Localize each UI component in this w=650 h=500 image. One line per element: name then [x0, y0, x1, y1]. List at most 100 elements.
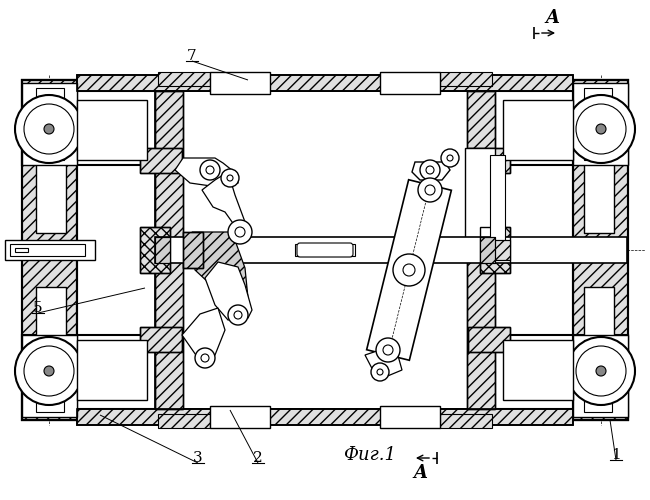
- Bar: [440, 414, 492, 428]
- Polygon shape: [175, 158, 238, 188]
- Circle shape: [221, 169, 239, 187]
- Bar: [77, 340, 147, 400]
- Bar: [140, 327, 182, 352]
- Bar: [140, 227, 170, 273]
- Bar: [468, 327, 510, 352]
- Bar: [22, 80, 77, 420]
- Polygon shape: [367, 180, 451, 360]
- Bar: [183, 232, 203, 268]
- Circle shape: [228, 305, 248, 325]
- Bar: [183, 232, 203, 268]
- Circle shape: [44, 366, 54, 376]
- Bar: [22, 80, 628, 165]
- Bar: [573, 80, 628, 420]
- Bar: [480, 237, 495, 263]
- Circle shape: [393, 254, 425, 286]
- Bar: [573, 335, 628, 417]
- Bar: [503, 340, 573, 400]
- Bar: [140, 148, 182, 173]
- Bar: [465, 148, 495, 250]
- Text: 7: 7: [187, 49, 197, 63]
- Bar: [77, 100, 147, 160]
- Circle shape: [426, 166, 434, 174]
- Bar: [77, 91, 573, 409]
- Bar: [158, 414, 210, 428]
- Bar: [77, 75, 573, 91]
- Text: A: A: [413, 464, 427, 482]
- Bar: [480, 227, 510, 273]
- Circle shape: [15, 337, 83, 405]
- Circle shape: [403, 264, 415, 276]
- Bar: [22, 83, 77, 165]
- Circle shape: [425, 185, 435, 195]
- Bar: [36, 340, 64, 412]
- Bar: [22, 80, 628, 165]
- Circle shape: [447, 155, 453, 161]
- Bar: [77, 409, 573, 425]
- Bar: [210, 406, 270, 428]
- Circle shape: [596, 124, 606, 134]
- Bar: [155, 91, 495, 409]
- Bar: [155, 91, 183, 409]
- Circle shape: [567, 337, 635, 405]
- Circle shape: [195, 348, 215, 368]
- Circle shape: [235, 227, 245, 237]
- Bar: [467, 91, 495, 409]
- Bar: [140, 327, 182, 352]
- Bar: [155, 237, 170, 263]
- Bar: [36, 287, 66, 403]
- Bar: [10, 244, 85, 256]
- Bar: [480, 237, 495, 263]
- Circle shape: [576, 104, 626, 154]
- Circle shape: [376, 338, 400, 362]
- Bar: [155, 91, 183, 409]
- Bar: [380, 72, 440, 94]
- Circle shape: [377, 369, 383, 375]
- Bar: [22, 335, 77, 417]
- Bar: [495, 237, 627, 263]
- Circle shape: [371, 363, 389, 381]
- Bar: [573, 80, 628, 420]
- Bar: [36, 88, 64, 160]
- Bar: [490, 155, 505, 243]
- Text: Фиг.1: Фиг.1: [343, 446, 396, 464]
- Polygon shape: [205, 262, 252, 320]
- Bar: [503, 100, 573, 160]
- Bar: [5, 240, 95, 260]
- Circle shape: [234, 311, 242, 319]
- Bar: [77, 75, 573, 91]
- FancyBboxPatch shape: [297, 243, 353, 257]
- Bar: [22, 80, 77, 420]
- Bar: [467, 91, 495, 409]
- Bar: [36, 97, 66, 233]
- Bar: [158, 72, 210, 86]
- Circle shape: [418, 178, 442, 202]
- Bar: [584, 88, 612, 160]
- Polygon shape: [412, 162, 450, 180]
- Circle shape: [228, 220, 252, 244]
- Bar: [140, 227, 170, 273]
- Polygon shape: [202, 172, 248, 236]
- Circle shape: [15, 95, 83, 163]
- Bar: [468, 148, 510, 173]
- Text: 1: 1: [611, 448, 621, 462]
- Bar: [210, 72, 270, 94]
- Text: 2: 2: [253, 451, 263, 465]
- Text: 3: 3: [193, 451, 203, 465]
- Text: A: A: [545, 9, 559, 27]
- Circle shape: [420, 160, 440, 180]
- Bar: [584, 97, 614, 233]
- Bar: [77, 409, 573, 425]
- Bar: [380, 406, 440, 428]
- Circle shape: [227, 175, 233, 181]
- Circle shape: [441, 149, 459, 167]
- Circle shape: [567, 95, 635, 163]
- Bar: [468, 327, 510, 352]
- Bar: [573, 83, 628, 165]
- Circle shape: [44, 124, 54, 134]
- Polygon shape: [15, 248, 28, 252]
- Circle shape: [596, 366, 606, 376]
- Bar: [490, 240, 510, 260]
- Circle shape: [383, 345, 393, 355]
- Circle shape: [201, 354, 209, 362]
